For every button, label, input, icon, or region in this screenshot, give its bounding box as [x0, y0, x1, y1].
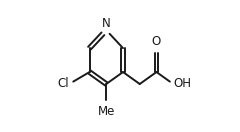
Text: O: O: [152, 35, 161, 48]
Text: Cl: Cl: [57, 77, 69, 91]
Text: N: N: [102, 17, 111, 30]
Text: Me: Me: [98, 105, 115, 118]
Text: OH: OH: [174, 77, 192, 91]
